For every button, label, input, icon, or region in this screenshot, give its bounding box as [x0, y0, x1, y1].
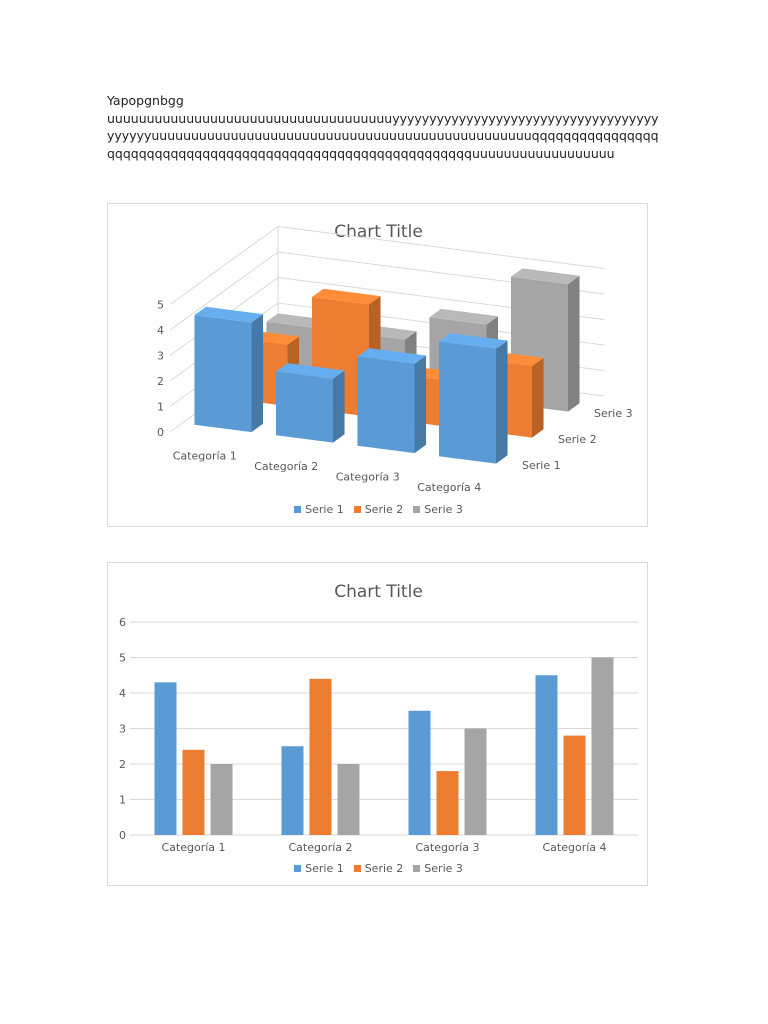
chart-2d-legend-swatch	[353, 865, 361, 872]
chart-3d-bar	[438, 341, 497, 464]
chart-2d-bar	[535, 675, 558, 835]
chart-2d-legend-label: Serie 1	[305, 862, 344, 875]
chart-2d-legend-label: Serie 3	[424, 862, 463, 875]
chart-2d-svg: Chart Title 0 1 2 3 4 5 6 Categoría 1 Categoría 2…	[119, 582, 638, 854]
chart-2d-ytick-label: 5	[119, 652, 126, 665]
chart-3d-series-label: Serie 1	[522, 459, 561, 472]
chart-3d-bar	[194, 315, 252, 433]
chart-3d-legend-item-3: Serie 3	[413, 503, 463, 516]
chart-3d-xtick-label: Categoría 2	[254, 460, 318, 473]
chart-2d-title: Chart Title	[334, 582, 423, 602]
chart-3d-bar-top	[510, 268, 580, 285]
chart-3d-bar-side	[251, 314, 264, 433]
chart-3d-ytick-label: 0	[157, 426, 164, 439]
chart-2d-legend-item-3: Serie 3	[413, 862, 463, 875]
chart-2d-legend-item-2: Serie 2	[353, 862, 404, 875]
chart-3d-bar-side	[414, 355, 427, 454]
chart-2d-ytick-label: 3	[119, 723, 126, 736]
document-heading: Yapopgnbgg	[107, 93, 184, 108]
chart-3d-bar-top	[357, 348, 427, 364]
chart-3d-legend-swatch	[413, 506, 421, 513]
chart-2d-bar	[210, 764, 233, 835]
chart-2d-legend-swatch	[413, 865, 421, 872]
chart-3d-bar-top	[275, 363, 345, 379]
chart-3d-series-label: Serie 2	[558, 433, 597, 446]
chart-2d-bar	[154, 682, 177, 835]
chart-2d-ytick-label: 6	[119, 616, 126, 629]
chart-2d-ytick-label: 1	[119, 794, 126, 807]
chart-2d-ytick-label: 2	[119, 758, 126, 771]
chart-3d-legend-swatch	[353, 506, 361, 513]
chart-2d-xtick-label: Categoría 1	[161, 841, 225, 854]
chart-2d-bar	[309, 678, 332, 835]
chart-2d-legend: Serie 1 Serie 2 Serie 3	[108, 862, 649, 875]
chart-2d-bar	[563, 735, 586, 835]
chart-3d-bar-top	[429, 308, 499, 325]
chart-2d-ytick-label: 0	[119, 829, 126, 842]
chart-3d-ytick-label: 1	[157, 401, 164, 414]
document-text: Yapopgnbgg uuuuuuuuuuuuuuuuuuuuuuuuuuuuu…	[107, 92, 663, 162]
chart-2d-xtick-label: Categoría 3	[415, 841, 479, 854]
chart-3d-ytick-label: 2	[157, 375, 164, 388]
chart-2d-bar	[591, 657, 614, 835]
chart-3d-legend-swatch	[294, 506, 302, 513]
chart-3d-bar-top	[438, 333, 508, 349]
chart-3d-xtick-label: Categoría 4	[417, 481, 481, 494]
chart-3d-bar-side	[496, 340, 508, 464]
chart-2d-bar	[436, 771, 459, 835]
chart-2d-bar	[281, 746, 304, 835]
chart-3d-xtick-label: Categoría 1	[173, 449, 237, 462]
chart-3d-bar-top	[194, 306, 264, 323]
chart-3d-legend-item-1: Serie 1	[294, 503, 344, 516]
chart-3d-ytick-label: 4	[157, 324, 164, 337]
chart-2d-bar	[337, 764, 360, 835]
chart-3d-legend-label: Serie 1	[305, 503, 344, 516]
chart-3d-bar-side	[333, 370, 345, 443]
chart-3d-legend-label: Serie 2	[364, 503, 404, 516]
chart-3d-legend-label: Serie 3	[424, 503, 463, 516]
chart-2d-xtick-label: Categoría 2	[288, 841, 352, 854]
chart-2d-xtick-label: Categoría 4	[542, 841, 606, 854]
chart-2d-legend-label: Serie 2	[364, 862, 404, 875]
chart-2d-legend-swatch	[294, 865, 302, 872]
chart-2d-bar	[464, 728, 487, 835]
chart-2d-ytick-label: 4	[119, 687, 126, 700]
chart-3d-bar-side	[568, 275, 580, 412]
chart-3d-bar-side	[532, 357, 544, 438]
chart-3d-ytick-label: 5	[157, 299, 164, 312]
chart-3d-ytick-label: 3	[157, 350, 164, 363]
chart-2d-bar	[408, 710, 431, 835]
chart-3d-bar	[357, 356, 415, 454]
chart-clustered-column[interactable]: Chart Title 0 1 2 3 4 5 6 Categoría 1 Categoría 2…	[107, 562, 648, 886]
chart-3d-bar-top	[311, 288, 381, 305]
chart-3d-xtick-label: Categoría 3	[336, 470, 400, 483]
chart-3d-series-label: Serie 3	[594, 407, 633, 420]
chart-3d-legend-item-2: Serie 2	[353, 503, 404, 516]
document-body: uuuuuuuuuuuuuuuuuuuuuuuuuuuuuuuuuuuuyyyy…	[107, 110, 659, 161]
chart-2d-bar	[182, 749, 205, 835]
chart-3d-legend: Serie 1 Serie 2 Serie 3	[108, 503, 649, 516]
chart-2d-legend-item-1: Serie 1	[294, 862, 344, 875]
chart-3d-bar	[275, 371, 334, 443]
